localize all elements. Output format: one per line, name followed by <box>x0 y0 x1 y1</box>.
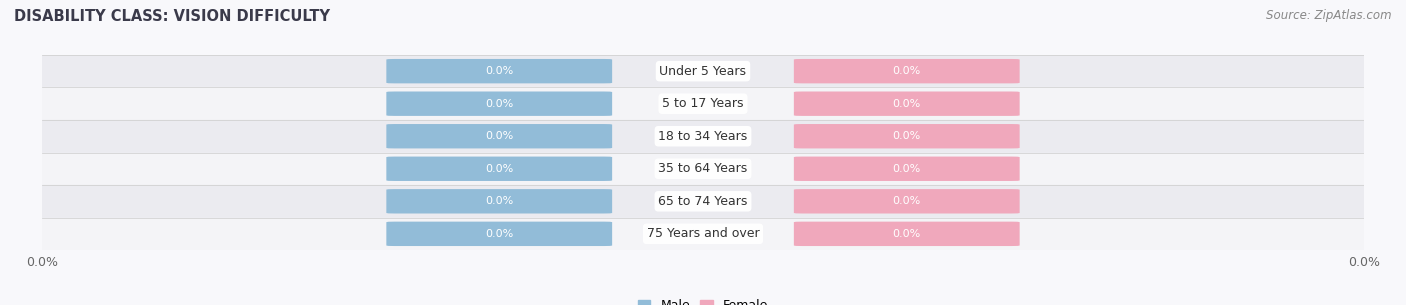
FancyBboxPatch shape <box>794 92 1019 116</box>
Text: 0.0%: 0.0% <box>893 229 921 239</box>
FancyBboxPatch shape <box>387 156 612 181</box>
FancyBboxPatch shape <box>794 156 1019 181</box>
Text: 0.0%: 0.0% <box>485 229 513 239</box>
Text: 18 to 34 Years: 18 to 34 Years <box>658 130 748 143</box>
FancyBboxPatch shape <box>794 59 1019 83</box>
Text: 0.0%: 0.0% <box>893 196 921 206</box>
Text: 0.0%: 0.0% <box>485 164 513 174</box>
FancyBboxPatch shape <box>794 222 1019 246</box>
FancyBboxPatch shape <box>387 222 612 246</box>
Bar <box>42 185 1364 217</box>
Text: 0.0%: 0.0% <box>485 99 513 109</box>
Text: 35 to 64 Years: 35 to 64 Years <box>658 162 748 175</box>
Text: 0.0%: 0.0% <box>893 164 921 174</box>
Bar <box>42 120 1364 152</box>
Text: 0.0%: 0.0% <box>485 131 513 141</box>
FancyBboxPatch shape <box>794 189 1019 213</box>
Text: 0.0%: 0.0% <box>485 196 513 206</box>
Bar <box>42 55 1364 88</box>
FancyBboxPatch shape <box>794 124 1019 149</box>
Legend: Male, Female: Male, Female <box>638 299 768 305</box>
Bar <box>42 217 1364 250</box>
FancyBboxPatch shape <box>387 59 612 83</box>
Text: 65 to 74 Years: 65 to 74 Years <box>658 195 748 208</box>
Text: DISABILITY CLASS: VISION DIFFICULTY: DISABILITY CLASS: VISION DIFFICULTY <box>14 9 330 24</box>
Text: 0.0%: 0.0% <box>893 66 921 76</box>
Text: Under 5 Years: Under 5 Years <box>659 65 747 78</box>
Text: 0.0%: 0.0% <box>893 99 921 109</box>
Bar <box>42 88 1364 120</box>
Text: 5 to 17 Years: 5 to 17 Years <box>662 97 744 110</box>
FancyBboxPatch shape <box>387 189 612 213</box>
Text: 0.0%: 0.0% <box>485 66 513 76</box>
Text: Source: ZipAtlas.com: Source: ZipAtlas.com <box>1267 9 1392 22</box>
Text: 0.0%: 0.0% <box>893 131 921 141</box>
FancyBboxPatch shape <box>387 92 612 116</box>
Bar <box>42 152 1364 185</box>
FancyBboxPatch shape <box>387 124 612 149</box>
Text: 75 Years and over: 75 Years and over <box>647 227 759 240</box>
